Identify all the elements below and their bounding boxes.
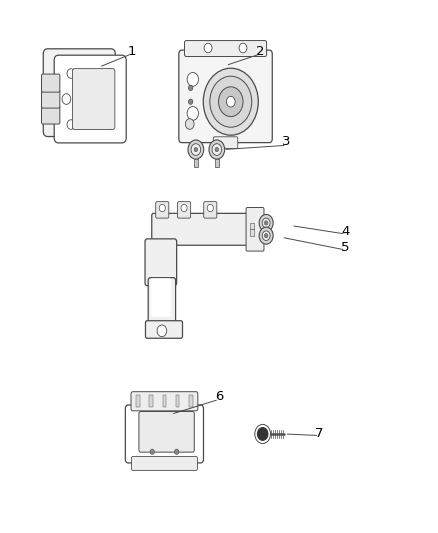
Bar [162, 395, 166, 407]
Circle shape [258, 427, 268, 440]
FancyBboxPatch shape [204, 201, 217, 218]
Circle shape [265, 233, 268, 238]
FancyBboxPatch shape [145, 321, 183, 338]
Circle shape [215, 148, 219, 152]
FancyBboxPatch shape [177, 201, 191, 218]
FancyBboxPatch shape [125, 405, 204, 463]
Text: 3: 3 [283, 135, 291, 148]
FancyBboxPatch shape [145, 239, 177, 286]
Text: 2: 2 [256, 45, 265, 58]
Circle shape [185, 119, 194, 130]
Bar [136, 395, 140, 407]
FancyBboxPatch shape [213, 137, 238, 149]
Circle shape [150, 449, 154, 455]
Circle shape [191, 144, 201, 156]
Ellipse shape [215, 84, 231, 101]
Circle shape [174, 449, 179, 455]
Circle shape [210, 76, 252, 127]
Circle shape [265, 221, 268, 225]
Bar [176, 395, 180, 407]
FancyBboxPatch shape [155, 201, 169, 218]
Text: 5: 5 [341, 241, 350, 254]
FancyBboxPatch shape [131, 457, 198, 471]
Text: 6: 6 [215, 390, 223, 403]
Bar [149, 395, 153, 407]
Circle shape [188, 85, 193, 91]
Circle shape [262, 231, 270, 240]
Circle shape [262, 218, 270, 228]
FancyBboxPatch shape [73, 69, 115, 130]
Bar [194, 159, 198, 166]
FancyBboxPatch shape [42, 74, 60, 92]
FancyBboxPatch shape [42, 106, 60, 124]
Circle shape [67, 69, 75, 78]
Circle shape [239, 43, 247, 53]
FancyBboxPatch shape [179, 50, 272, 143]
FancyBboxPatch shape [151, 279, 170, 317]
Circle shape [204, 43, 212, 53]
Circle shape [188, 99, 193, 104]
Circle shape [187, 107, 198, 120]
Circle shape [219, 87, 243, 117]
Circle shape [157, 325, 167, 337]
FancyBboxPatch shape [139, 411, 194, 452]
FancyBboxPatch shape [54, 55, 126, 143]
Circle shape [67, 120, 75, 130]
Text: 4: 4 [342, 225, 350, 238]
FancyBboxPatch shape [148, 278, 176, 328]
Circle shape [207, 204, 213, 212]
Circle shape [259, 214, 273, 231]
Circle shape [181, 204, 187, 212]
Circle shape [159, 204, 165, 212]
Circle shape [188, 140, 204, 159]
FancyBboxPatch shape [184, 41, 267, 56]
Circle shape [259, 227, 273, 244]
Text: 1: 1 [127, 45, 136, 58]
Circle shape [106, 120, 113, 130]
Text: 7: 7 [315, 427, 324, 440]
FancyBboxPatch shape [43, 49, 115, 136]
Circle shape [212, 144, 222, 156]
Bar [250, 223, 254, 229]
FancyBboxPatch shape [152, 213, 251, 245]
FancyBboxPatch shape [246, 207, 264, 251]
Bar [250, 229, 254, 236]
Circle shape [194, 148, 198, 152]
Bar [215, 159, 219, 166]
Circle shape [209, 140, 225, 159]
Circle shape [226, 96, 235, 107]
Circle shape [62, 94, 71, 104]
Bar [189, 395, 193, 407]
FancyBboxPatch shape [42, 90, 60, 108]
Circle shape [187, 72, 198, 86]
Circle shape [106, 69, 113, 78]
FancyBboxPatch shape [131, 392, 198, 411]
Circle shape [203, 68, 258, 135]
